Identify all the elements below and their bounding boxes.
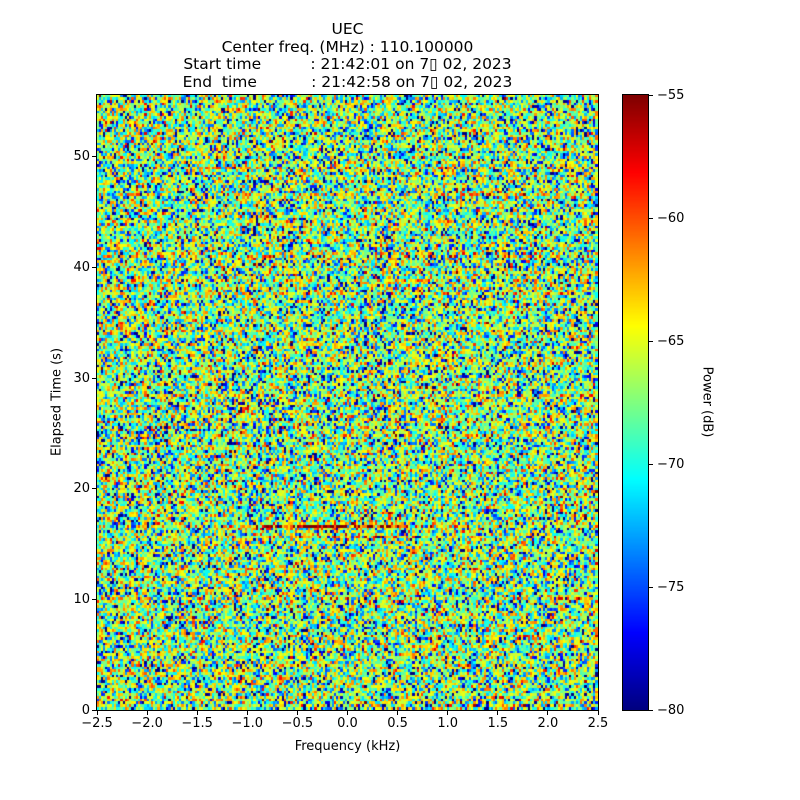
subtitle-center-freq: Center freq. (MHz) : 110.100000: [221, 37, 474, 56]
x-tick-label: 2.0: [537, 716, 559, 731]
x-tick-label: 0.5: [387, 716, 408, 731]
y-axis-label: Elapsed Time (s): [49, 347, 65, 457]
x-tick-mark: [497, 711, 499, 715]
x-tick-label: −2.5: [81, 716, 113, 731]
x-tick-mark: [96, 711, 98, 715]
x-tick-mark: [296, 711, 298, 715]
y-tick-label: 40: [73, 260, 90, 276]
x-tick-label: 1.0: [437, 716, 459, 731]
spectrogram-canvas: [97, 95, 598, 710]
colorbar-tick-label: −55: [657, 87, 685, 103]
colorbar-tick-label: −65: [657, 333, 685, 349]
y-tick-label: 10: [73, 591, 90, 607]
colorbar-tick-label: −80: [657, 702, 685, 718]
y-tick-label: 50: [73, 149, 90, 165]
colorbar-tick-mark: [649, 463, 653, 465]
colorbar-tick-mark: [649, 586, 653, 588]
subtitle-start-time: Start time : 21:42:01 on 7▯ 02, 2023: [183, 55, 512, 74]
y-tick-mark: [92, 377, 96, 379]
colorbar-tick-label: −75: [657, 579, 685, 595]
x-tick-label: 0.0: [337, 716, 358, 731]
x-tick-mark: [347, 711, 348, 715]
y-tick-mark: [92, 598, 96, 600]
colorbar-tick-mark: [649, 709, 653, 711]
y-tick-mark: [92, 267, 96, 269]
x-tick-label: −0.5: [281, 716, 314, 731]
colorbar-tick-mark: [649, 94, 653, 96]
colorbar-tick-mark: [649, 340, 653, 342]
y-tick-label: 20: [73, 481, 90, 497]
x-axis-label: Frequency (kHz): [294, 739, 401, 754]
y-tick-mark: [92, 709, 96, 711]
x-tick-label: 2.5: [587, 716, 609, 731]
colorbar-tick-label: −60: [657, 210, 685, 226]
x-tick-mark: [397, 711, 399, 715]
colorbar-tick-label: −70: [657, 456, 685, 472]
x-tick-mark: [196, 711, 198, 715]
x-tick-mark: [447, 711, 449, 715]
y-tick-label: 0: [81, 702, 90, 718]
y-tick-mark: [92, 488, 96, 490]
x-tick-label: 1.5: [487, 716, 509, 731]
y-tick-mark: [92, 156, 96, 158]
x-tick-label: −1.5: [181, 716, 213, 731]
colorbar-label: Power (dB): [699, 366, 715, 438]
chart-title: UEC: [331, 20, 364, 38]
x-tick-mark: [246, 711, 248, 715]
x-tick-mark: [547, 711, 549, 715]
y-tick-label: 30: [73, 370, 90, 386]
colorbar-tick-mark: [649, 217, 653, 219]
subtitle-end-time: End time : 21:42:58 on 7▯ 02, 2023: [182, 72, 513, 91]
spectrogram-plot-area: [96, 94, 599, 711]
x-tick-mark: [146, 711, 148, 715]
x-tick-label: −1.0: [231, 716, 264, 731]
x-tick-mark: [597, 711, 599, 715]
chart-title-block: UEC Center freq. (MHz) : 110.100000 Star…: [97, 20, 598, 91]
colorbar: [622, 94, 649, 711]
x-tick-label: −2.0: [131, 716, 163, 731]
colorbar-canvas: [623, 95, 648, 710]
